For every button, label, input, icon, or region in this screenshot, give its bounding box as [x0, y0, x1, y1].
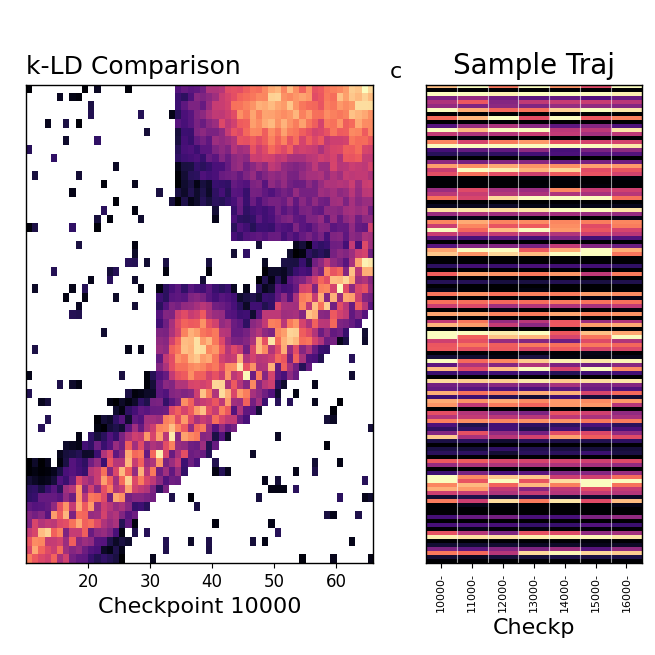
Text: c: c — [390, 62, 402, 83]
X-axis label: Checkpoint 10000: Checkpoint 10000 — [98, 597, 301, 616]
Title: Sample Traj: Sample Traj — [453, 52, 615, 80]
X-axis label: Checkp: Checkp — [493, 618, 575, 638]
Text: k-LD Comparison: k-LD Comparison — [26, 55, 241, 79]
